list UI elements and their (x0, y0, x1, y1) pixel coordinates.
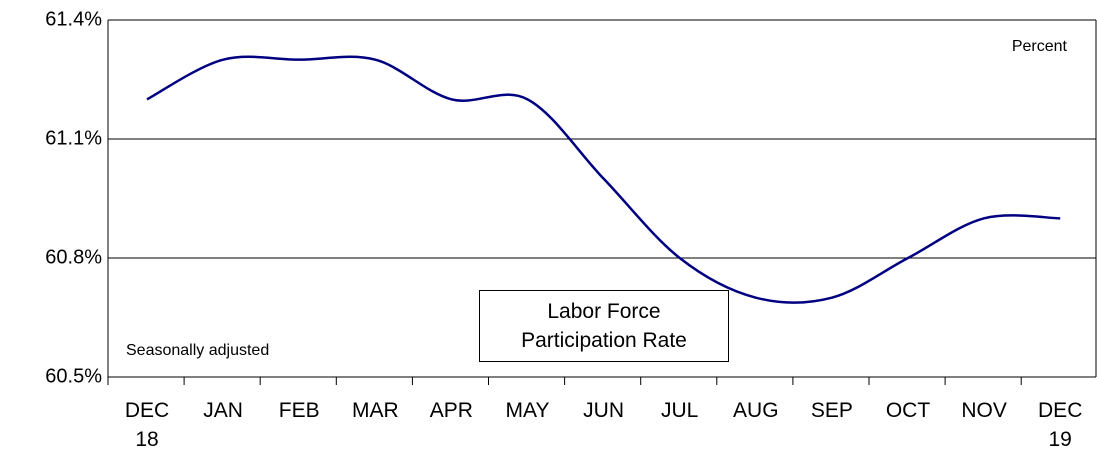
x-tick-label: AUG (733, 399, 779, 422)
x-tick-label: DEC 19 (1038, 399, 1083, 451)
line-series (146, 55, 1061, 304)
x-tick-label: DEC 18 (124, 399, 170, 451)
x-tick-label: NOV (961, 399, 1007, 422)
y-tick-label: 61.4% (45, 8, 102, 30)
x-tick-label: SEP (810, 399, 853, 422)
x-tick-label: MAY (505, 399, 550, 422)
y-tick-label: 61.1% (45, 127, 102, 149)
x-tick-label: JUN (583, 399, 625, 422)
x-tick-label: JAN (203, 399, 243, 422)
series-label-box: Labor Force Participation Rate (479, 290, 729, 362)
x-tick-label: JUL (661, 399, 699, 422)
x-tick-label: FEB (278, 399, 320, 422)
x-tick-label: MAR (351, 399, 399, 422)
unit-note: Percent (1011, 38, 1067, 55)
y-tick-label: 60.8% (45, 246, 102, 268)
x-tick-label: APR (429, 399, 473, 422)
x-tick-label: OCT (885, 399, 931, 422)
seasonal-note: Seasonally adjusted (126, 342, 270, 359)
y-tick-label: 60.5% (45, 365, 102, 387)
